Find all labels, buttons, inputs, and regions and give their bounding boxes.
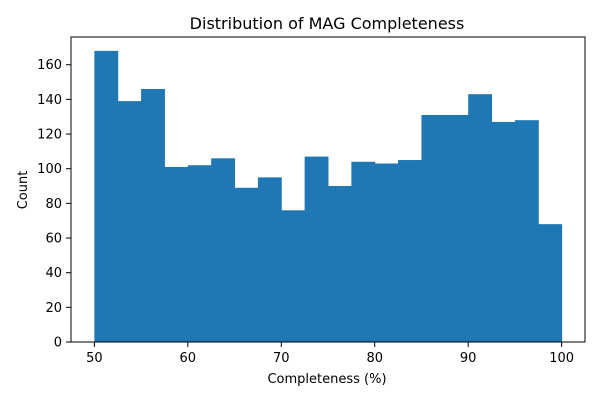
y-axis-label: Count [16, 171, 31, 210]
histogram-bar [257, 177, 282, 342]
histogram-bar [211, 158, 236, 342]
y-tick-label: 120 [37, 128, 62, 143]
histogram-bar [374, 163, 399, 342]
histogram-bar [117, 101, 142, 342]
chart-title: Distribution of MAG Completeness [190, 14, 465, 33]
histogram-bar [444, 114, 469, 342]
x-tick-label: 70 [273, 351, 290, 366]
histogram-bar [328, 186, 352, 342]
histogram-bar [514, 120, 539, 342]
y-tick-label: 160 [37, 58, 62, 73]
histogram-bar [304, 156, 329, 342]
x-tick-label: 80 [366, 351, 383, 366]
y-tick-label: 140 [37, 93, 62, 108]
histogram-bar [141, 88, 165, 342]
y-tick-label: 0 [54, 336, 62, 351]
histogram-bar [234, 187, 259, 342]
plot-frame [70, 36, 586, 343]
y-tick-label: 60 [45, 232, 62, 247]
histogram-bar [351, 161, 376, 342]
x-axis-label: Completeness (%) [267, 372, 386, 387]
x-tick-label: 50 [86, 351, 103, 366]
x-tick-label: 100 [549, 351, 574, 366]
histogram-bar [538, 224, 563, 342]
x-tick-label: 90 [460, 351, 477, 366]
histogram-bar [421, 114, 446, 342]
bars-group [94, 50, 563, 343]
histogram-bar [491, 121, 516, 343]
y-tick-label: 40 [45, 266, 62, 281]
histogram-bar [398, 160, 422, 342]
histogram-bar [164, 166, 189, 342]
y-tick-label: 20 [45, 301, 62, 316]
x-axis: 50 60 70 80 90 100 [86, 342, 574, 366]
histogram-bar [94, 50, 119, 342]
histogram-bar [187, 165, 212, 342]
histogram-bar [468, 94, 493, 342]
y-tick-label: 80 [45, 197, 62, 212]
x-tick-label: 60 [180, 351, 197, 366]
y-axis: 0 20 40 60 80 100 120 140 160 [37, 58, 71, 351]
y-tick-label: 100 [37, 162, 62, 177]
histogram-bar [281, 210, 306, 342]
